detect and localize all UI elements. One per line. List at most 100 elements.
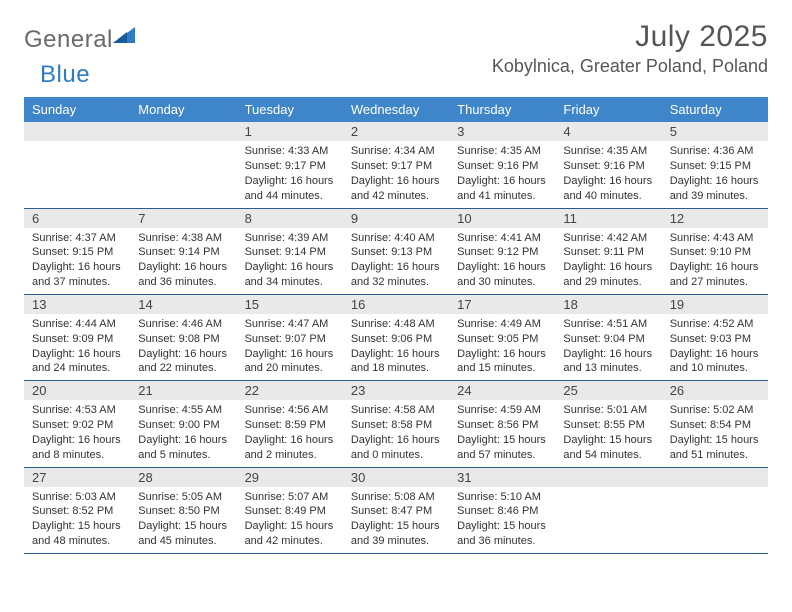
sunset-line: Sunset: 9:17 PM [351,159,441,174]
location-subtitle: Kobylnica, Greater Poland, Poland [492,56,768,77]
calendar-day-cell: 13Sunrise: 4:44 AMSunset: 9:09 PMDayligh… [24,294,130,380]
daylight-line: Daylight: 16 hours and 18 minutes. [351,347,441,377]
day-details: Sunrise: 4:56 AMSunset: 8:59 PMDaylight:… [237,400,343,466]
daylight-line: Daylight: 16 hours and 27 minutes. [670,260,760,290]
sunrise-line: Sunrise: 4:52 AM [670,317,760,332]
sunset-line: Sunset: 9:00 PM [138,418,228,433]
daylight-line: Daylight: 16 hours and 22 minutes. [138,347,228,377]
sunrise-line: Sunrise: 4:51 AM [563,317,653,332]
daylight-line: Daylight: 15 hours and 48 minutes. [32,519,122,549]
sunrise-line: Sunrise: 4:59 AM [457,403,547,418]
day-number: 19 [662,295,768,314]
day-details: Sunrise: 5:10 AMSunset: 8:46 PMDaylight:… [449,487,555,553]
calendar-day-cell: 2Sunrise: 4:34 AMSunset: 9:17 PMDaylight… [343,122,449,208]
calendar-day-cell: 22Sunrise: 4:56 AMSunset: 8:59 PMDayligh… [237,381,343,467]
day-number: 24 [449,381,555,400]
day-details: Sunrise: 5:05 AMSunset: 8:50 PMDaylight:… [130,487,236,553]
daylight-line: Daylight: 16 hours and 37 minutes. [32,260,122,290]
weekday-header-cell: Tuesday [237,97,343,122]
day-details: Sunrise: 4:44 AMSunset: 9:09 PMDaylight:… [24,314,130,380]
sunset-line: Sunset: 8:54 PM [670,418,760,433]
sunset-line: Sunset: 9:11 PM [563,245,653,260]
day-number [130,122,236,141]
sunrise-line: Sunrise: 4:39 AM [245,231,335,246]
calendar-day-cell: 3Sunrise: 4:35 AMSunset: 9:16 PMDaylight… [449,122,555,208]
day-number: 14 [130,295,236,314]
daylight-line: Daylight: 15 hours and 39 minutes. [351,519,441,549]
calendar-empty-cell [555,467,661,553]
daylight-line: Daylight: 16 hours and 40 minutes. [563,174,653,204]
sunset-line: Sunset: 9:09 PM [32,332,122,347]
weekday-header-cell: Thursday [449,97,555,122]
daylight-line: Daylight: 16 hours and 30 minutes. [457,260,547,290]
day-details [130,141,236,191]
day-number: 15 [237,295,343,314]
sunrise-line: Sunrise: 5:08 AM [351,490,441,505]
daylight-line: Daylight: 15 hours and 36 minutes. [457,519,547,549]
sunset-line: Sunset: 9:03 PM [670,332,760,347]
day-details: Sunrise: 4:53 AMSunset: 9:02 PMDaylight:… [24,400,130,466]
daylight-line: Daylight: 16 hours and 8 minutes. [32,433,122,463]
calendar-day-cell: 29Sunrise: 5:07 AMSunset: 8:49 PMDayligh… [237,467,343,553]
calendar-empty-cell [662,467,768,553]
day-details: Sunrise: 4:47 AMSunset: 9:07 PMDaylight:… [237,314,343,380]
daylight-line: Daylight: 16 hours and 10 minutes. [670,347,760,377]
day-number: 5 [662,122,768,141]
calendar-day-cell: 7Sunrise: 4:38 AMSunset: 9:14 PMDaylight… [130,208,236,294]
daylight-line: Daylight: 16 hours and 15 minutes. [457,347,547,377]
sunset-line: Sunset: 9:04 PM [563,332,653,347]
sunset-line: Sunset: 9:16 PM [563,159,653,174]
sunrise-line: Sunrise: 4:58 AM [351,403,441,418]
sunrise-line: Sunrise: 4:43 AM [670,231,760,246]
calendar-day-cell: 26Sunrise: 5:02 AMSunset: 8:54 PMDayligh… [662,381,768,467]
day-details: Sunrise: 4:58 AMSunset: 8:58 PMDaylight:… [343,400,449,466]
day-details: Sunrise: 4:38 AMSunset: 9:14 PMDaylight:… [130,228,236,294]
calendar-table: SundayMondayTuesdayWednesdayThursdayFrid… [24,97,768,554]
calendar-body: 1Sunrise: 4:33 AMSunset: 9:17 PMDaylight… [24,122,768,554]
sunset-line: Sunset: 8:46 PM [457,504,547,519]
day-details: Sunrise: 5:07 AMSunset: 8:49 PMDaylight:… [237,487,343,553]
sunrise-line: Sunrise: 4:33 AM [245,144,335,159]
sunset-line: Sunset: 8:55 PM [563,418,653,433]
sunrise-line: Sunrise: 4:35 AM [457,144,547,159]
sunrise-line: Sunrise: 4:47 AM [245,317,335,332]
sunset-line: Sunset: 9:05 PM [457,332,547,347]
sunrise-line: Sunrise: 4:46 AM [138,317,228,332]
calendar-day-cell: 19Sunrise: 4:52 AMSunset: 9:03 PMDayligh… [662,294,768,380]
calendar-day-cell: 5Sunrise: 4:36 AMSunset: 9:15 PMDaylight… [662,122,768,208]
calendar-day-cell: 24Sunrise: 4:59 AMSunset: 8:56 PMDayligh… [449,381,555,467]
day-details: Sunrise: 4:37 AMSunset: 9:15 PMDaylight:… [24,228,130,294]
sunset-line: Sunset: 8:59 PM [245,418,335,433]
day-details: Sunrise: 4:41 AMSunset: 9:12 PMDaylight:… [449,228,555,294]
day-number: 9 [343,209,449,228]
calendar-day-cell: 12Sunrise: 4:43 AMSunset: 9:10 PMDayligh… [662,208,768,294]
sunset-line: Sunset: 9:06 PM [351,332,441,347]
calendar-day-cell: 4Sunrise: 4:35 AMSunset: 9:16 PMDaylight… [555,122,661,208]
day-details: Sunrise: 4:59 AMSunset: 8:56 PMDaylight:… [449,400,555,466]
daylight-line: Daylight: 15 hours and 54 minutes. [563,433,653,463]
day-details: Sunrise: 4:43 AMSunset: 9:10 PMDaylight:… [662,228,768,294]
daylight-line: Daylight: 15 hours and 51 minutes. [670,433,760,463]
sunrise-line: Sunrise: 5:03 AM [32,490,122,505]
sunset-line: Sunset: 9:13 PM [351,245,441,260]
day-number: 10 [449,209,555,228]
day-details: Sunrise: 4:52 AMSunset: 9:03 PMDaylight:… [662,314,768,380]
sunset-line: Sunset: 9:15 PM [32,245,122,260]
day-number: 2 [343,122,449,141]
sunset-line: Sunset: 8:49 PM [245,504,335,519]
daylight-line: Daylight: 16 hours and 39 minutes. [670,174,760,204]
day-number: 18 [555,295,661,314]
day-number: 11 [555,209,661,228]
calendar-day-cell: 20Sunrise: 4:53 AMSunset: 9:02 PMDayligh… [24,381,130,467]
day-number: 12 [662,209,768,228]
day-details: Sunrise: 5:08 AMSunset: 8:47 PMDaylight:… [343,487,449,553]
weekday-header-cell: Sunday [24,97,130,122]
daylight-line: Daylight: 16 hours and 34 minutes. [245,260,335,290]
month-title: July 2025 [492,20,768,54]
day-details: Sunrise: 4:42 AMSunset: 9:11 PMDaylight:… [555,228,661,294]
calendar-day-cell: 25Sunrise: 5:01 AMSunset: 8:55 PMDayligh… [555,381,661,467]
daylight-line: Daylight: 16 hours and 42 minutes. [351,174,441,204]
calendar-empty-cell [130,122,236,208]
sunset-line: Sunset: 9:10 PM [670,245,760,260]
sunset-line: Sunset: 9:17 PM [245,159,335,174]
